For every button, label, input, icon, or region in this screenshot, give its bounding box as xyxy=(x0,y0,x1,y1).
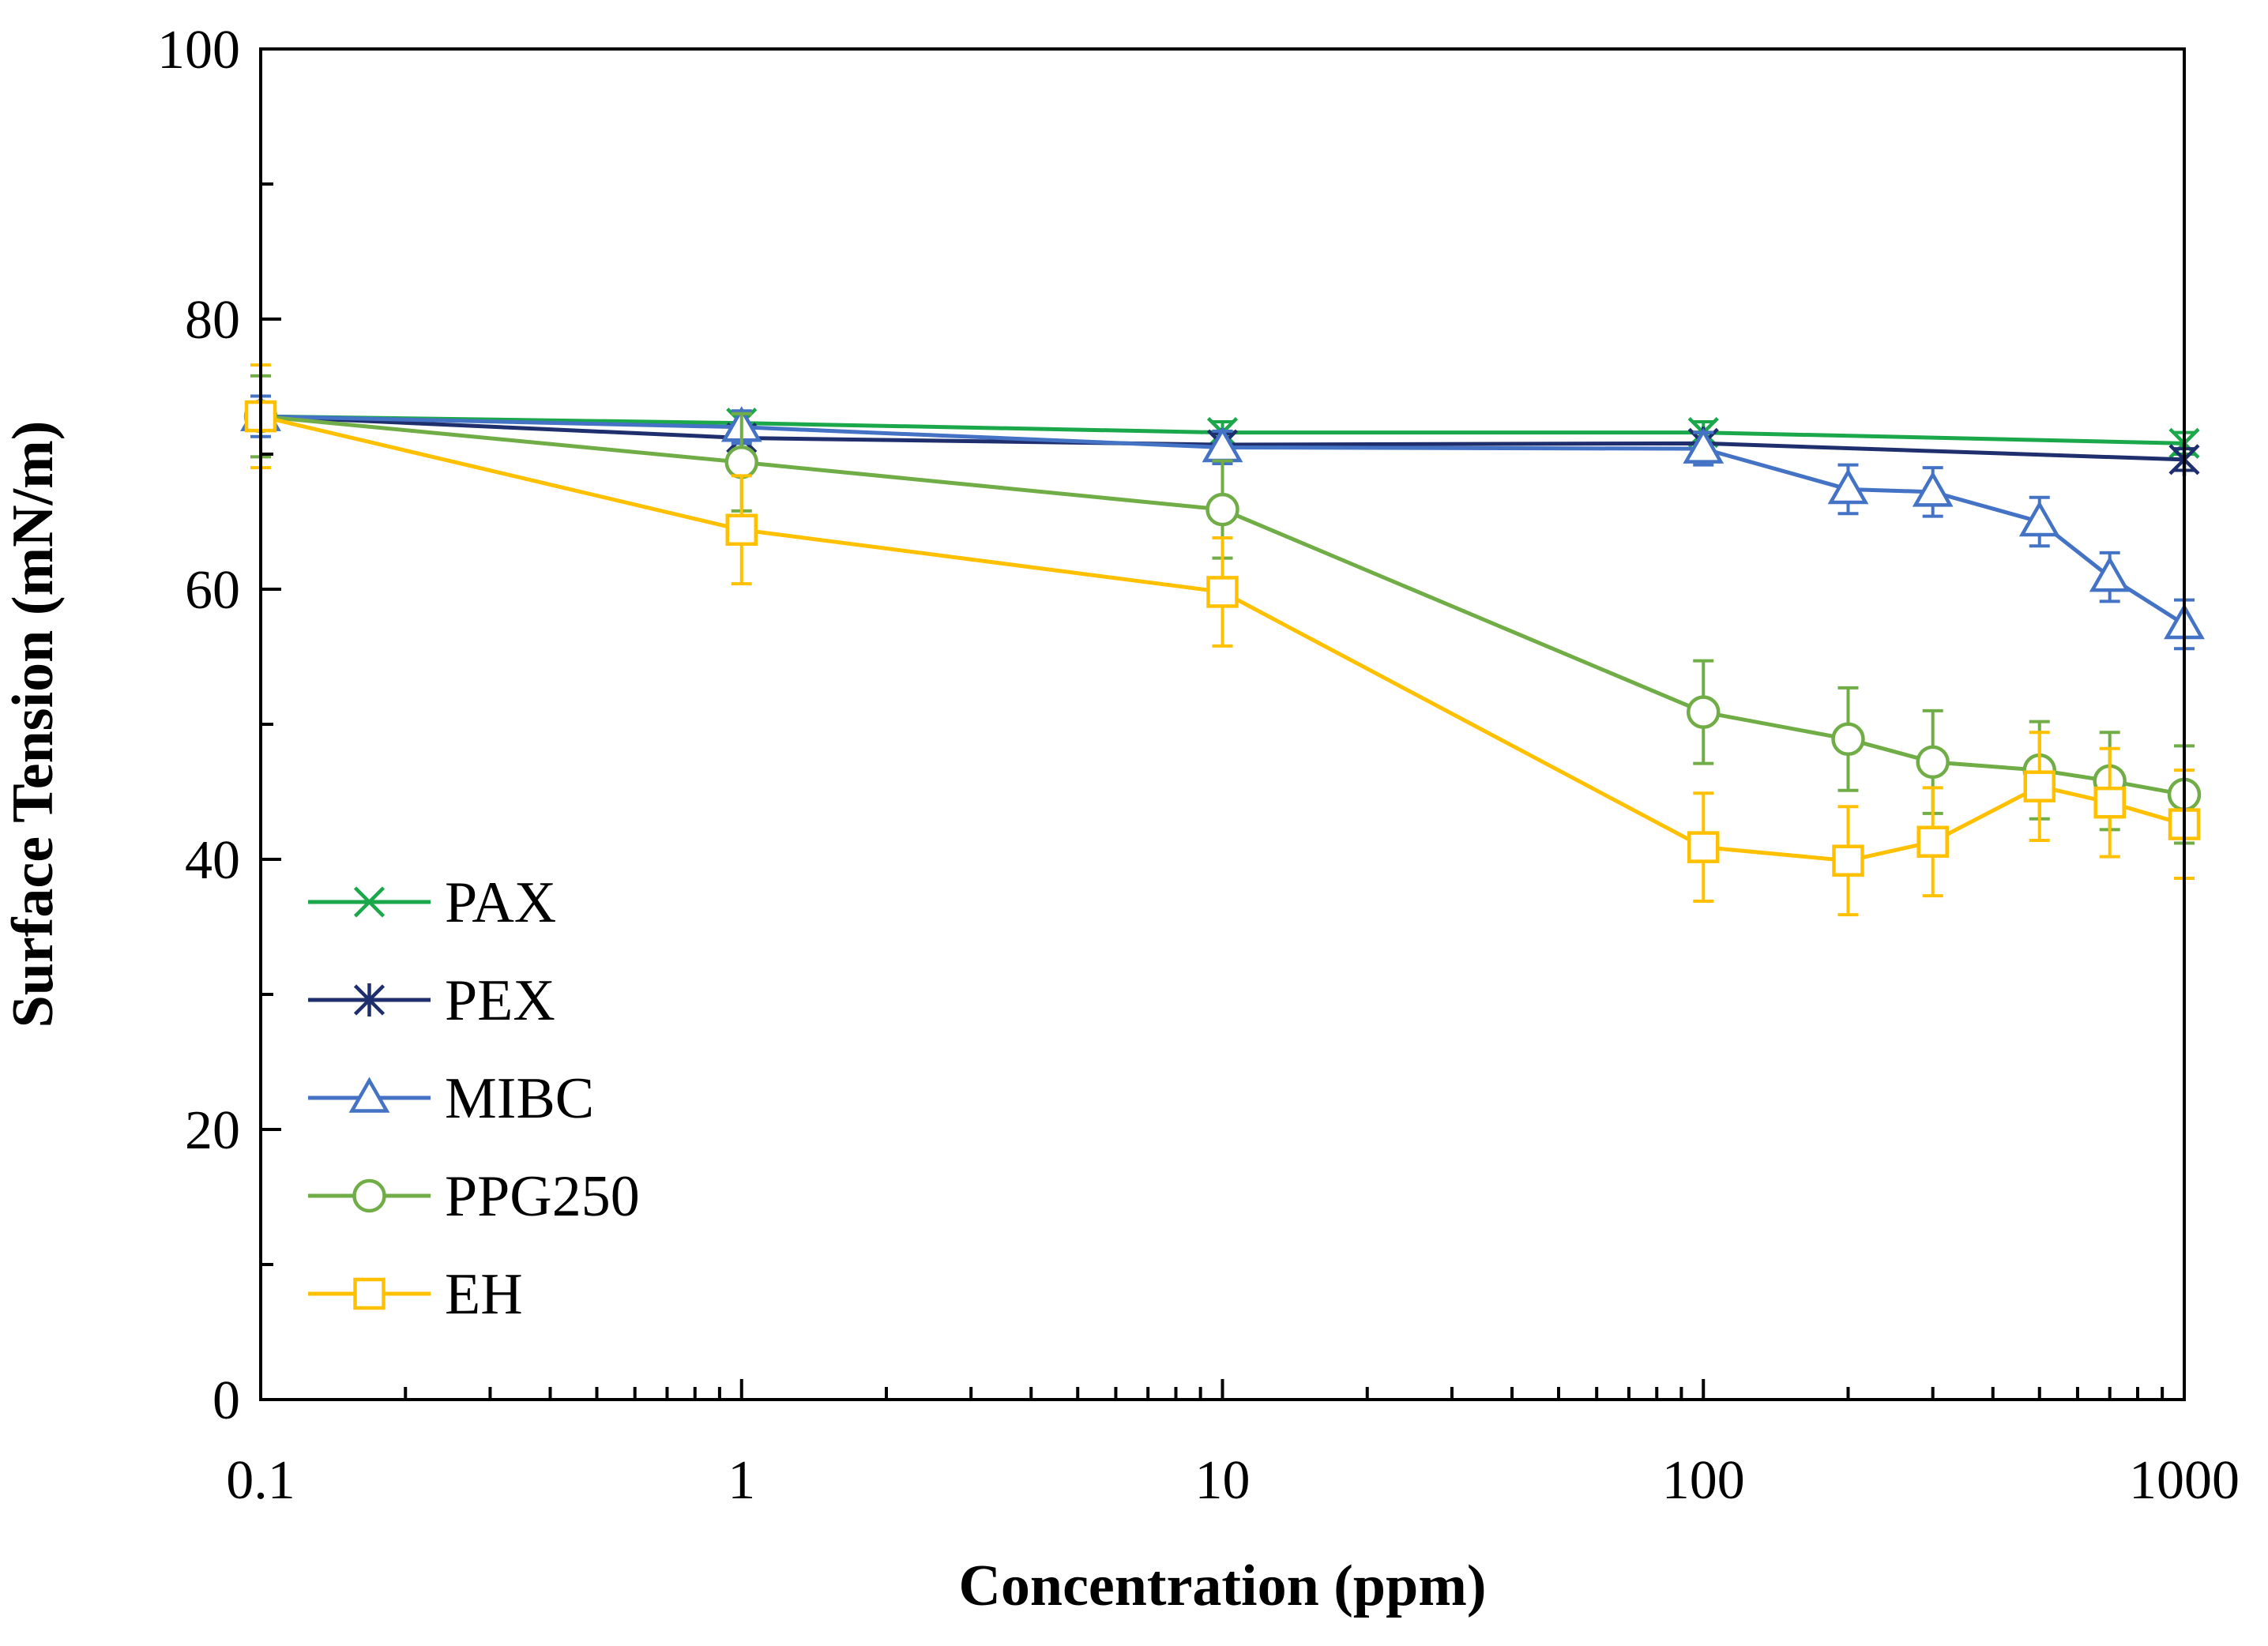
data-point-mibc xyxy=(1912,471,1954,507)
legend-marker-eh xyxy=(353,1277,386,1310)
data-point-eh xyxy=(1206,576,1239,608)
data-point-ppg250 xyxy=(1916,745,1950,780)
legend-label: MIBC xyxy=(445,1066,594,1131)
legend-label: PEX xyxy=(445,968,555,1033)
y-tick-label: 80 xyxy=(185,290,240,351)
data-point-eh xyxy=(725,513,758,547)
legend-label: EH xyxy=(445,1262,523,1327)
data-point-eh xyxy=(2093,786,2126,819)
data-point-ppg250 xyxy=(724,445,758,479)
y-axis-title: Surface Tension (mN/m) xyxy=(1,421,66,1028)
data-point-mibc xyxy=(1683,427,1725,464)
legend-marker-mibc xyxy=(348,1077,390,1113)
legend-marker-pex xyxy=(353,983,386,1017)
legend-item-eh: EH xyxy=(308,1262,523,1327)
legend-item-ppg250: PPG250 xyxy=(308,1164,640,1229)
y-tick-label: 100 xyxy=(157,20,240,81)
data-point-mibc xyxy=(2089,556,2131,592)
legend: PAX PEX MIBC PPG250 EH xyxy=(308,870,640,1327)
data-point-eh xyxy=(1687,831,1720,863)
data-point-eh xyxy=(2023,770,2055,802)
legend-label: PPG250 xyxy=(445,1164,640,1229)
legend-label: PAX xyxy=(445,870,556,935)
x-tick-label: 1 xyxy=(728,1450,755,1511)
axis-ticks xyxy=(259,47,2165,1401)
marker-stroke xyxy=(353,886,386,918)
data-point-ppg250 xyxy=(1687,695,1721,729)
x-tick-label: 10 xyxy=(1195,1450,1251,1511)
data-point-ppg250 xyxy=(1205,492,1239,527)
series-layer xyxy=(240,363,2205,917)
data-point-eh xyxy=(1832,844,1864,877)
data-point-mibc xyxy=(2018,500,2060,537)
data-point-ppg250 xyxy=(1831,722,1865,757)
x-tick-label: 1000 xyxy=(2129,1450,2240,1511)
data-point-mibc xyxy=(1827,468,1869,505)
legend-item-pex: PEX xyxy=(308,968,555,1033)
y-tick-label: 20 xyxy=(185,1100,240,1161)
x-axis-title: Concentration (ppm) xyxy=(958,1554,1486,1618)
x-tick-label: 100 xyxy=(1662,1450,1745,1511)
legend-marker-ppg250 xyxy=(352,1178,386,1213)
x-tick-label: 0.1 xyxy=(226,1450,295,1511)
legend-item-mibc: MIBC xyxy=(308,1066,594,1131)
y-tick-label: 40 xyxy=(185,830,240,891)
legend-marker-pax xyxy=(353,886,386,918)
tick-labels: 0 20 40 60 80 100 0.1 1 10 100 1000 xyxy=(157,20,2240,1511)
y-tick-label: 0 xyxy=(213,1370,240,1431)
data-point-eh xyxy=(1916,825,1949,859)
y-tick-label: 60 xyxy=(185,560,240,621)
legend-item-pax: PAX xyxy=(308,870,556,935)
